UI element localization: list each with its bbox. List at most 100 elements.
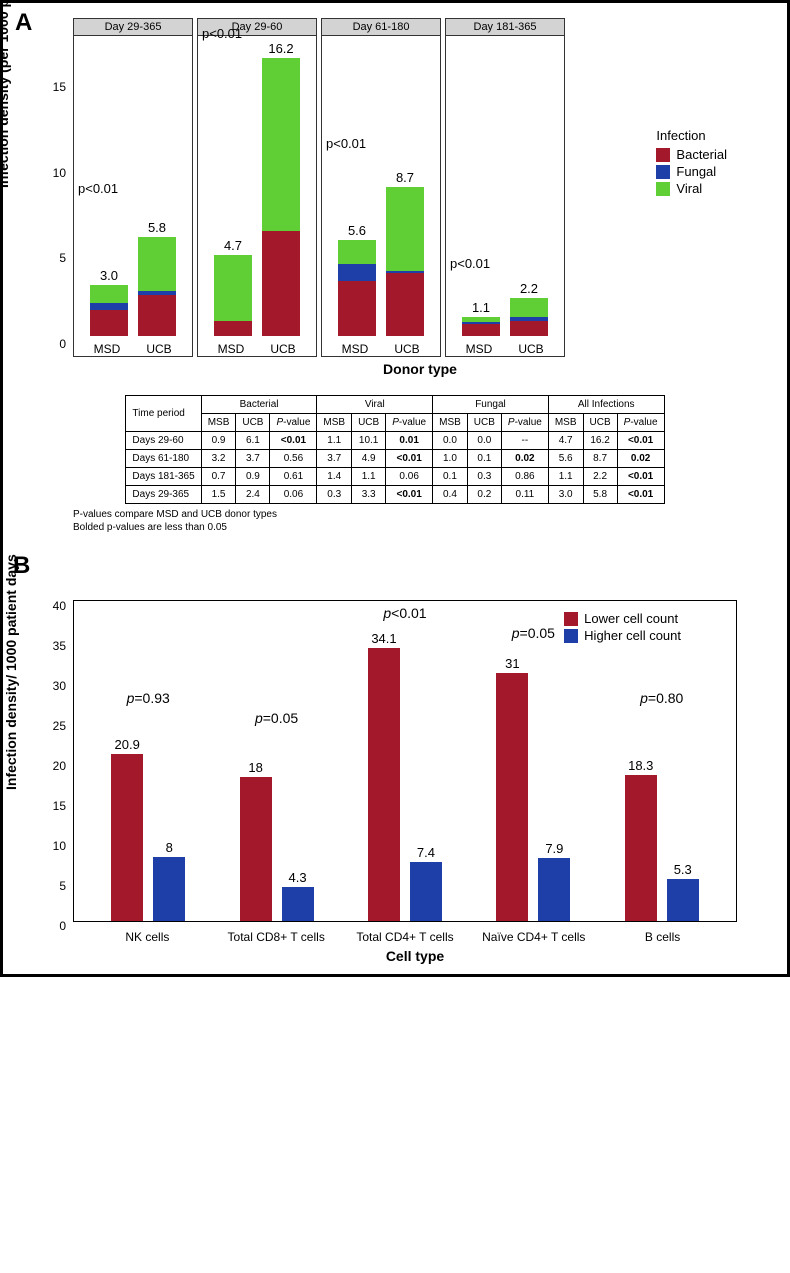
bar-total-label: 5.6 bbox=[327, 223, 387, 238]
legend-title: Infection bbox=[656, 128, 727, 143]
stacked-bar: 2.2 bbox=[510, 298, 548, 336]
figure-frame: A 051015 Infection density (per 1000 per… bbox=[0, 0, 790, 977]
stacked-bar: 16.2 bbox=[262, 58, 300, 336]
row-label: Days 29-365 bbox=[126, 486, 201, 504]
legend-swatch bbox=[564, 629, 578, 643]
p-value: p=0.93 bbox=[68, 690, 228, 706]
table-sub-header: UCB bbox=[352, 414, 386, 432]
table-sub-header: P-value bbox=[270, 414, 317, 432]
facet-body: p<0.015.68.7 bbox=[322, 36, 440, 336]
legend-item: Viral bbox=[656, 181, 727, 196]
xcat: Total CD4+ T cells bbox=[350, 930, 460, 944]
table-cell: 3.3 bbox=[352, 486, 386, 504]
ytick: 5 bbox=[59, 879, 66, 893]
ytick: 10 bbox=[53, 839, 66, 853]
panel-b-xcats: NK cellsTotal CD8+ T cellsTotal CD4+ T c… bbox=[83, 930, 727, 944]
facet-body: p<0.013.05.8 bbox=[74, 36, 192, 336]
table-cell: <0.01 bbox=[617, 432, 664, 450]
stacked-bar: 5.8 bbox=[138, 237, 176, 336]
table-cell: 0.06 bbox=[386, 468, 433, 486]
legend-label: Viral bbox=[676, 181, 702, 196]
table-sub-header: P-value bbox=[386, 414, 433, 432]
table-cell: 0.61 bbox=[270, 468, 317, 486]
bar-total-label: 1.1 bbox=[451, 300, 511, 315]
table-sub-header: UCB bbox=[236, 414, 270, 432]
panel-a-yaxis-label: Infection density (per 1000 person day) bbox=[0, 0, 11, 188]
bar: 31 bbox=[496, 673, 528, 921]
panel-b-xlabel: Cell type bbox=[53, 948, 777, 964]
bar: 8 bbox=[153, 857, 185, 921]
xcat: UCB bbox=[512, 342, 550, 356]
p-value: p<0.01 bbox=[202, 26, 242, 41]
table-cell: 1.1 bbox=[317, 432, 352, 450]
table-cell: 0.1 bbox=[433, 468, 468, 486]
legend-item: Lower cell count bbox=[564, 611, 681, 626]
row-label: Days 29-60 bbox=[126, 432, 201, 450]
table-cell: 0.86 bbox=[501, 468, 548, 486]
bar-segment bbox=[462, 324, 500, 336]
table-row: Days 61-1803.23.70.563.74.9<0.011.00.10.… bbox=[126, 450, 664, 468]
bar-label: 7.4 bbox=[396, 845, 456, 860]
facet-header: Day 29-365 bbox=[74, 19, 192, 36]
table-cell: 0.1 bbox=[467, 450, 501, 468]
stacked-bar: 5.6 bbox=[338, 240, 376, 336]
panel-a-legend: Infection BacterialFungalViral bbox=[656, 128, 727, 198]
ytick: 5 bbox=[59, 251, 66, 265]
bar-label: 31 bbox=[482, 656, 542, 671]
ytick: 15 bbox=[53, 799, 66, 813]
table-corner: Time period bbox=[126, 396, 201, 432]
table-cell: 1.1 bbox=[548, 468, 583, 486]
table-cell: 4.9 bbox=[352, 450, 386, 468]
table-cell: <0.01 bbox=[386, 486, 433, 504]
facet: Day 61-180p<0.015.68.7MSDUCB bbox=[321, 18, 441, 357]
xcat: MSD bbox=[460, 342, 498, 356]
p-value: p<0.01 bbox=[450, 256, 490, 271]
table-sub-header: MSB bbox=[201, 414, 236, 432]
table-sub-header: UCB bbox=[583, 414, 617, 432]
panel-b-bars: p=0.9320.98p=0.05184.3p<0.0134.17.4p=0.0… bbox=[84, 601, 726, 921]
ytick: 35 bbox=[53, 639, 66, 653]
panel-a: 051015 Infection density (per 1000 perso… bbox=[13, 18, 777, 377]
legend-item: Higher cell count bbox=[564, 628, 681, 643]
data-table: Time periodBacterialViralFungalAll Infec… bbox=[125, 395, 664, 504]
table-cell: -- bbox=[501, 432, 548, 450]
bar: 18 bbox=[240, 777, 272, 921]
table-row: Days 181-3650.70.90.611.41.10.060.10.30.… bbox=[126, 468, 664, 486]
bar-segment bbox=[138, 295, 176, 336]
bar-label: 34.1 bbox=[354, 631, 414, 646]
table-cell: 0.9 bbox=[236, 468, 270, 486]
stacked-bar: 3.0 bbox=[90, 285, 128, 336]
table-cell: 0.0 bbox=[433, 432, 468, 450]
table-cell: 0.06 bbox=[270, 486, 317, 504]
ytick: 25 bbox=[53, 719, 66, 733]
table-cell: <0.01 bbox=[386, 450, 433, 468]
facet: Day 181-365p<0.011.12.2MSDUCB bbox=[445, 18, 565, 357]
bar-total-label: 4.7 bbox=[203, 238, 263, 253]
ytick: 20 bbox=[53, 759, 66, 773]
table-cell: 6.1 bbox=[236, 432, 270, 450]
legend-item: Fungal bbox=[656, 164, 727, 179]
facet-xcats: MSDUCB bbox=[74, 336, 192, 356]
panel-a-chart: Day 29-365p<0.013.05.8MSDUCBDay 29-60p<0… bbox=[73, 18, 777, 357]
panel-b: 0510152025303540 Infection density/ 1000… bbox=[13, 600, 777, 964]
bar-segment bbox=[214, 321, 252, 336]
table-cell: 0.2 bbox=[467, 486, 501, 504]
table-cell: 0.0 bbox=[467, 432, 501, 450]
table-cell: 0.4 bbox=[433, 486, 468, 504]
bar-segment bbox=[510, 298, 548, 317]
stacked-bar: 4.7 bbox=[214, 255, 252, 336]
legend-label: Lower cell count bbox=[584, 611, 678, 626]
table-cell: <0.01 bbox=[617, 486, 664, 504]
bar: 5.3 bbox=[667, 879, 699, 921]
panel-a-yaxis: 051015 bbox=[38, 18, 68, 338]
bar: 18.3 bbox=[625, 775, 657, 921]
bar-segment bbox=[338, 264, 376, 281]
table-sub-header: P-value bbox=[501, 414, 548, 432]
table-sub-header: P-value bbox=[617, 414, 664, 432]
table-cell: 3.7 bbox=[317, 450, 352, 468]
panel-b-label: B bbox=[13, 552, 777, 580]
ytick: 30 bbox=[53, 679, 66, 693]
bar-segment bbox=[338, 281, 376, 336]
table-cell: 16.2 bbox=[583, 432, 617, 450]
legend-swatch bbox=[564, 612, 578, 626]
